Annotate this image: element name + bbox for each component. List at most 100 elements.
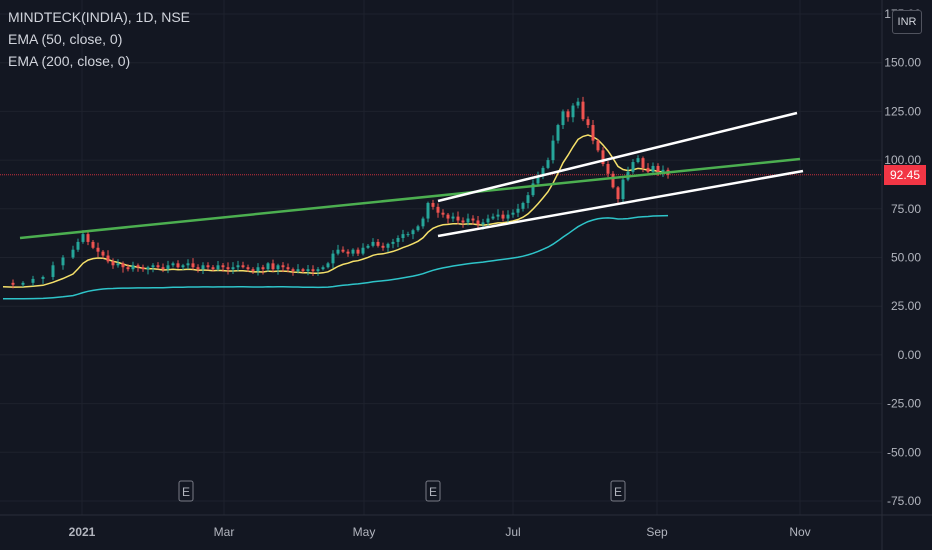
ema50-line (2, 134, 669, 288)
candle-body (226, 267, 230, 270)
candle-body (586, 119, 590, 126)
candle-body (276, 265, 280, 270)
earnings-marker (178, 480, 194, 502)
candle-body (451, 216, 455, 219)
candle-body (406, 234, 410, 236)
candle-body (371, 241, 375, 246)
candle-body (76, 241, 80, 250)
candle-body (71, 249, 75, 258)
price-tick-label: 125.00 (884, 104, 921, 118)
candle-body (396, 238, 400, 242)
candle-body (201, 265, 205, 270)
price-tick-label: 0.00 (898, 348, 922, 362)
candle-body (576, 101, 580, 106)
candle-body (211, 267, 215, 270)
time-tick-label: Nov (789, 525, 810, 539)
candle-body (331, 253, 335, 264)
candle-body (311, 269, 315, 272)
candle-body (11, 282, 15, 285)
earnings-marker-label: E (614, 485, 622, 499)
candle-body (536, 175, 540, 184)
candle-body (436, 206, 440, 213)
candle-body (161, 267, 165, 270)
candle-body (351, 249, 355, 254)
earnings-marker (610, 480, 626, 502)
candle-body (471, 218, 475, 221)
channel-lower-line (437, 169, 804, 238)
ema200-legend[interactable]: EMA (200, close, 0) (8, 53, 131, 69)
earnings-marker-label: E (429, 485, 437, 499)
candle-body (231, 267, 235, 270)
price-tick-label: -75.00 (887, 494, 921, 508)
candle-body (121, 263, 125, 268)
candle-body (96, 247, 100, 252)
ema200-path (2, 214, 669, 300)
candle-body (551, 140, 555, 161)
candle-body (151, 265, 155, 268)
candle-body (131, 265, 135, 270)
candle-body (216, 265, 220, 270)
candle-body (306, 269, 310, 272)
candle-body (261, 267, 265, 270)
time-axis[interactable]: 2021 Mar May Jul Sep Nov (69, 525, 811, 539)
chart-legend: MINDTECK(INDIA), 1D, NSE EMA (50, close,… (8, 6, 190, 72)
candle-body (636, 158, 640, 163)
candle-body (596, 140, 600, 151)
trendlines[interactable] (19, 111, 804, 240)
candle-body (486, 218, 490, 223)
candle-body (21, 282, 25, 285)
time-tick-label: Sep (646, 525, 668, 539)
earnings-marker (425, 480, 441, 502)
candle-body (141, 267, 145, 270)
time-tick-label: 2021 (69, 525, 96, 539)
candles (11, 96, 670, 289)
price-tick-label: -25.00 (887, 397, 921, 411)
earnings-marker-label: E (182, 485, 190, 499)
price-axis[interactable]: 175.00150.00125.00100.0075.0050.0025.000… (884, 7, 921, 508)
candle-body (356, 249, 360, 254)
currency-badge[interactable]: INR (892, 10, 922, 34)
symbol-title[interactable]: MINDTECK(INDIA), 1D, NSE (8, 9, 191, 25)
candle-body (91, 241, 95, 248)
candle-body (476, 220, 480, 225)
ema50-legend[interactable]: EMA (50, close, 0) (8, 31, 123, 47)
candle-body (321, 267, 325, 270)
candle-body (281, 265, 285, 268)
candle-body (511, 212, 515, 215)
candle-body (506, 214, 510, 219)
candle-body (181, 265, 185, 268)
candle-body (616, 187, 620, 200)
candle-body (571, 105, 575, 118)
price-tick-label: 75.00 (891, 202, 921, 216)
time-tick-label: Mar (214, 525, 235, 539)
candle-body (461, 220, 465, 223)
candle-body (146, 267, 150, 270)
candle-body (541, 167, 545, 176)
price-tick-label: 25.00 (891, 299, 921, 313)
price-tick-label: 50.00 (891, 251, 921, 265)
candle-body (481, 222, 485, 225)
candle-body (431, 202, 435, 207)
candle-body (376, 241, 380, 246)
candle-body (566, 111, 570, 118)
candle-body (651, 165, 655, 172)
candle-body (271, 263, 275, 270)
candle-body (51, 265, 55, 277)
candle-body (31, 278, 35, 283)
candle-body (631, 162, 635, 172)
candle-body (241, 265, 245, 268)
candle-body (421, 218, 425, 227)
candle-body (106, 255, 110, 262)
candle-body (346, 251, 350, 254)
candle-body (256, 267, 260, 272)
ema200-line (2, 214, 669, 300)
candle-body (41, 276, 45, 279)
candle-body (191, 263, 195, 268)
candle-body (111, 261, 115, 266)
candle-body (531, 183, 535, 196)
candle-body (401, 234, 405, 239)
candle-body (246, 267, 250, 270)
